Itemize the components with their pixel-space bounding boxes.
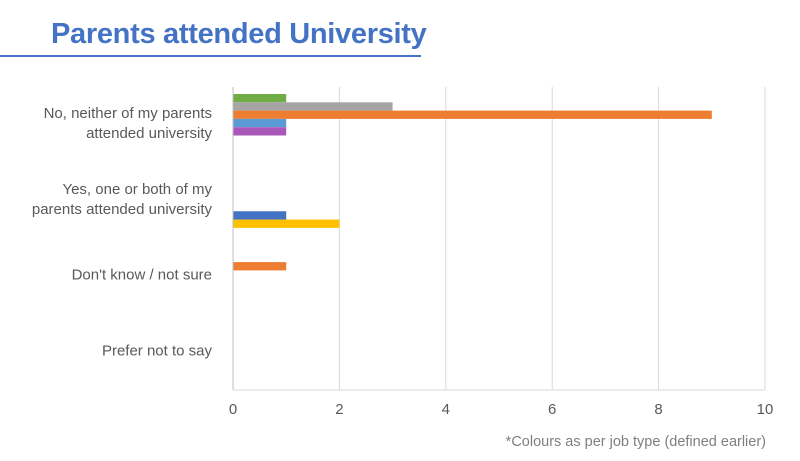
category-labels: No, neither of my parents attended univer… — [32, 105, 213, 359]
bar — [233, 110, 712, 119]
bar — [233, 211, 287, 220]
x-tick-label: 2 — [335, 401, 343, 418]
x-tick-label: 8 — [654, 401, 662, 418]
category-label: No, neither of my parents attended univer… — [44, 105, 213, 142]
x-tick-label: 10 — [757, 401, 774, 418]
axes — [232, 87, 765, 391]
gridlines — [338, 87, 766, 390]
x-tick-labels: 0 2 4 6 8 10 — [229, 401, 774, 418]
category-label: Don't know / not sure — [72, 267, 212, 284]
bar — [233, 127, 287, 136]
x-tick-label: 0 — [229, 401, 237, 418]
bars — [233, 94, 712, 271]
bar — [233, 219, 340, 228]
bar — [233, 102, 393, 111]
category-label: Yes, one or both of my parents attended u… — [32, 181, 213, 218]
bar — [233, 262, 287, 271]
chart-title: Parents attended University — [51, 18, 427, 50]
category-label: Prefer not to say — [102, 342, 213, 359]
title-underline — [0, 55, 421, 57]
footnote: *Colours as per job type (defined earlie… — [505, 434, 766, 450]
bar — [233, 94, 287, 103]
bar — [233, 118, 287, 128]
x-tick-label: 4 — [442, 401, 450, 418]
x-tick-label: 6 — [548, 401, 556, 418]
